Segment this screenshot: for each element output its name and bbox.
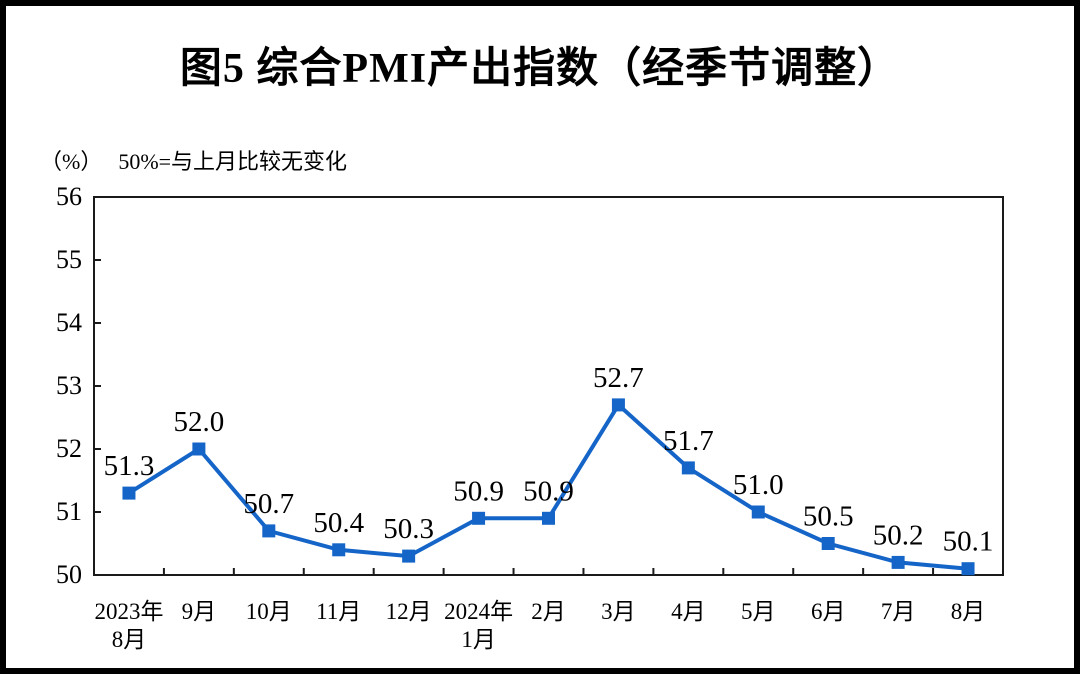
- data-point-label: 50.1: [943, 526, 994, 558]
- y-axis-tick-label: 54: [56, 308, 82, 337]
- x-axis-tick-label: 4月: [671, 599, 706, 624]
- x-axis-tick-label: 2024年: [444, 599, 513, 624]
- data-point-marker: [751, 505, 765, 519]
- data-point-label: 50.4: [313, 507, 364, 539]
- x-axis-tick-label: 12月: [386, 599, 432, 624]
- data-point-marker: [961, 562, 975, 576]
- data-point-marker: [402, 549, 416, 563]
- chart-subtitle: （%） 50%=与上月比较无变化: [40, 144, 347, 176]
- x-axis-tick-label: 2月: [531, 599, 566, 624]
- x-axis-tick-label: 8月: [112, 627, 147, 652]
- data-point-label: 50.9: [453, 475, 504, 507]
- data-point-label: 50.9: [523, 475, 574, 507]
- data-point-marker: [262, 524, 276, 538]
- reference-note: 50%=与上月比较无变化: [118, 149, 348, 174]
- y-axis-tick-label: 53: [56, 371, 82, 400]
- data-point-label: 50.2: [873, 519, 924, 551]
- data-point-label: 51.0: [733, 469, 784, 501]
- x-axis-tick-label: 9月: [182, 599, 217, 624]
- data-point-marker: [542, 511, 555, 525]
- pmi-line-chart: 50 51 52 53 54 55 56 2023年 8月 9月 10月 11月 12月 2024年 1月 2…: [56, 182, 1004, 652]
- x-axis-tick-label: 8月: [951, 599, 986, 624]
- data-point-marker: [472, 511, 486, 525]
- x-axis-tick-label: 7月: [881, 599, 916, 624]
- data-point-label: 51.7: [663, 425, 714, 457]
- data-point-label: 51.3: [104, 450, 155, 482]
- y-axis-tick-label: 50: [56, 560, 82, 589]
- data-point-marker: [332, 543, 346, 557]
- x-axis-tick-label: 1月: [461, 627, 496, 652]
- y-axis-unit-label: （%）: [40, 149, 103, 174]
- data-point-marker: [122, 486, 136, 500]
- data-point-label: 52.7: [593, 362, 644, 394]
- x-axis-tick-label: 3月: [601, 599, 636, 624]
- y-axis-tick-label: 56: [56, 182, 82, 211]
- data-point-marker: [611, 398, 625, 412]
- chart-title: 图5 综合PMI产出指数（经季节调整）: [179, 46, 901, 92]
- y-axis-tick-label: 55: [56, 245, 82, 274]
- x-axis-tick-label: 6月: [811, 599, 846, 624]
- x-axis-tick-label: 10月: [246, 599, 292, 624]
- data-point-label: 52.0: [174, 406, 225, 438]
- x-axis-tick-label: 2023年: [94, 599, 163, 624]
- x-axis-tick-label: 5月: [741, 599, 776, 624]
- data-point-label: 50.7: [243, 488, 294, 520]
- data-point-marker: [192, 442, 206, 456]
- y-axis-tick-label: 51: [56, 497, 82, 526]
- data-point-label: 50.5: [803, 501, 854, 533]
- y-axis-tick-label: 52: [56, 434, 82, 463]
- data-point-label: 50.3: [383, 513, 434, 545]
- data-point-marker: [821, 537, 835, 550]
- data-point-marker: [891, 555, 905, 569]
- data-point-marker: [681, 461, 695, 475]
- x-axis-tick-label: 11月: [316, 599, 361, 624]
